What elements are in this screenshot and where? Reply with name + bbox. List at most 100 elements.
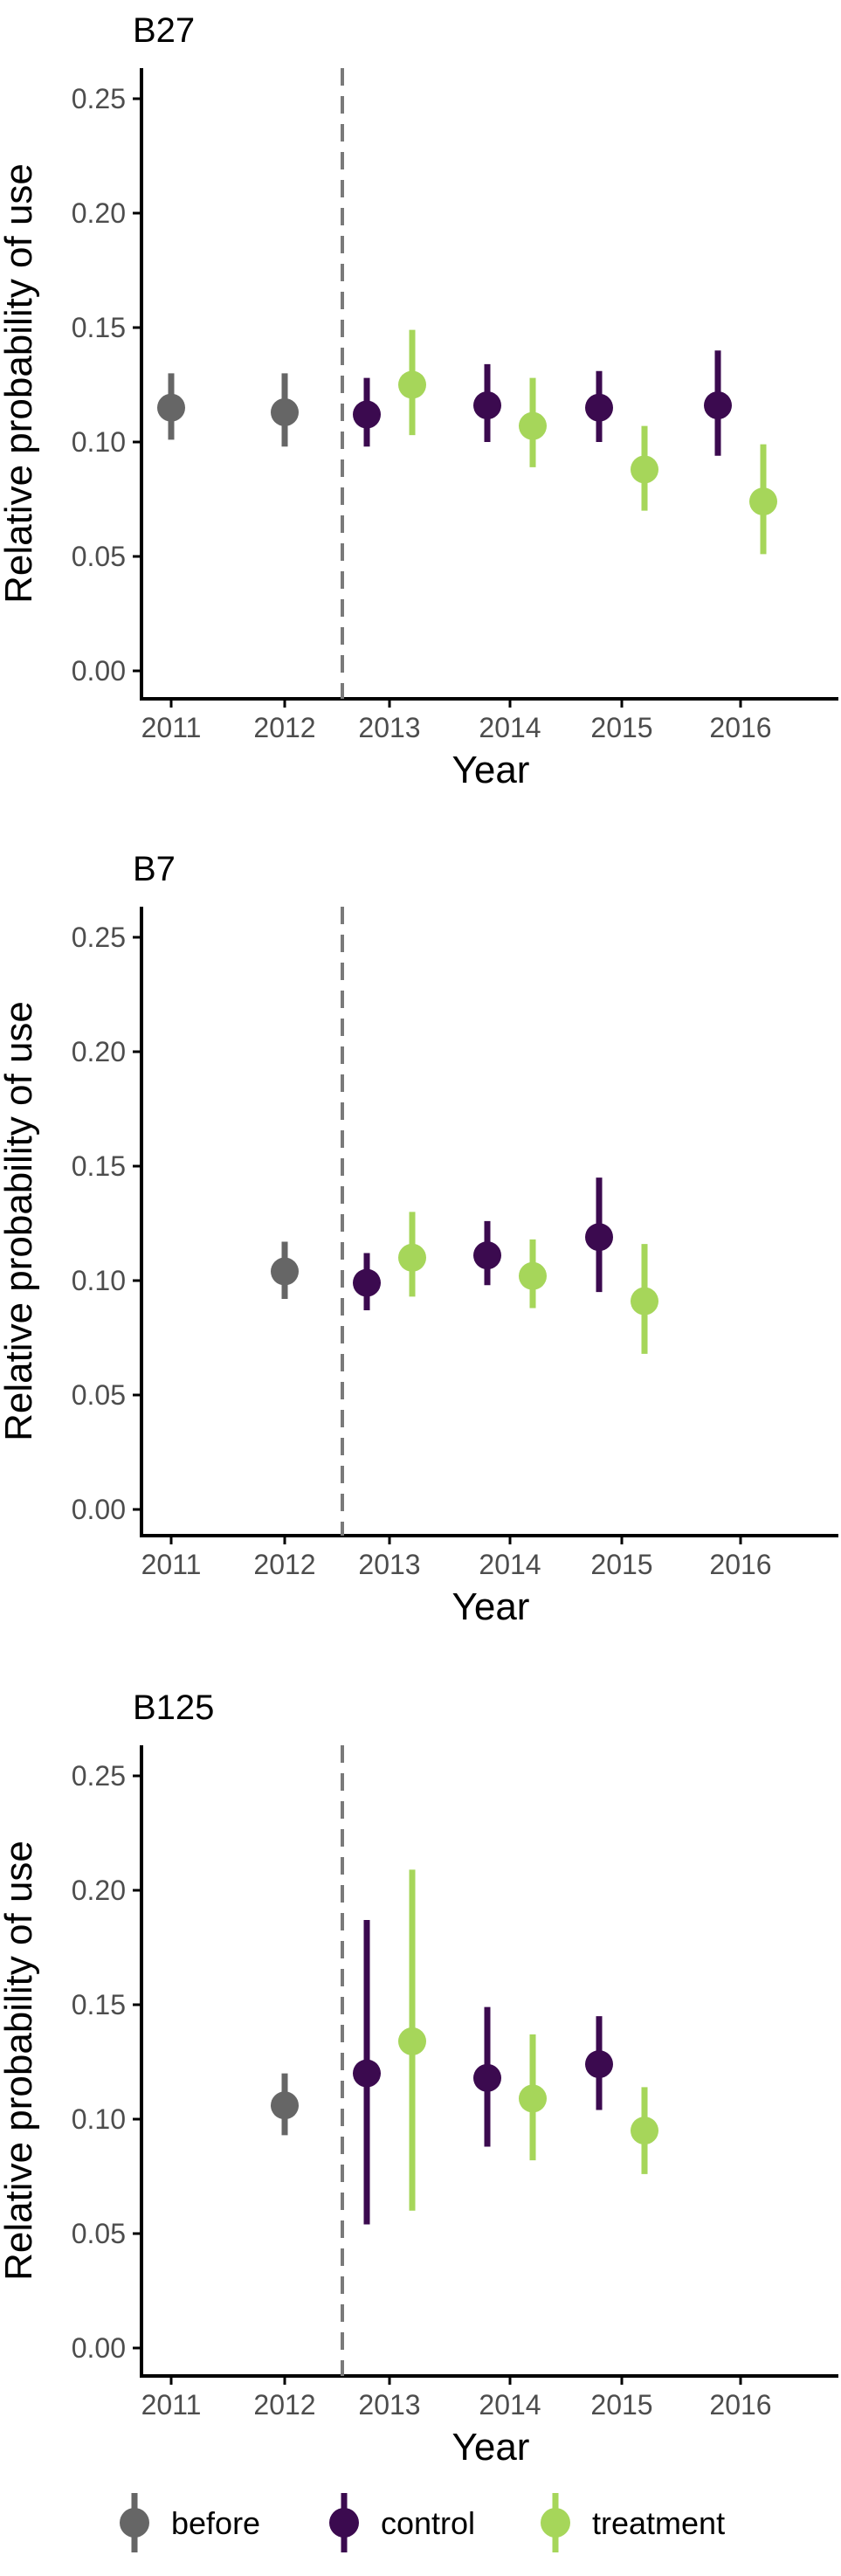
estimate-point bbox=[519, 411, 547, 440]
panel-title: B125 bbox=[133, 1689, 214, 1727]
y-tick-label: 0.05 bbox=[72, 541, 126, 572]
legend-label: control bbox=[381, 2505, 475, 2541]
point-treatment-2013 bbox=[398, 1869, 426, 2211]
y-tick-label: 0.25 bbox=[72, 922, 126, 953]
y-tick-label: 0.20 bbox=[72, 1036, 126, 1067]
x-tick-label: 2014 bbox=[479, 712, 541, 743]
x-axis-title: Year bbox=[452, 2426, 530, 2469]
estimate-point bbox=[473, 391, 501, 420]
point-control-2015 bbox=[585, 1178, 613, 1293]
point-control-2014 bbox=[473, 1220, 501, 1286]
x-tick-label: 2011 bbox=[141, 712, 202, 743]
estimate-point bbox=[585, 393, 613, 422]
point-treatment-2013 bbox=[398, 1212, 426, 1297]
y-tick-label: 0.10 bbox=[72, 1265, 126, 1296]
legend-label: treatment bbox=[592, 2505, 725, 2541]
x-tick-label: 2013 bbox=[358, 1549, 420, 1580]
y-tick-label: 0.15 bbox=[72, 1989, 126, 2020]
panel-title: B27 bbox=[133, 11, 195, 50]
panel-B7: B7 0.00 0.05 0.10 0.15 0.20 0.25 2011 2012 2013 20… bbox=[0, 850, 838, 1628]
y-axis-title: Relative probability of use bbox=[0, 1001, 40, 1441]
point-treatment-2014 bbox=[519, 377, 547, 467]
y-axis-title: Relative probability of use bbox=[0, 1840, 40, 2281]
estimate-point bbox=[271, 397, 299, 426]
y-tick-label: 0.25 bbox=[72, 1760, 126, 1792]
point-treatment-2014 bbox=[519, 2034, 547, 2161]
estimate-point bbox=[271, 2091, 299, 2120]
estimate-point bbox=[473, 2063, 501, 2092]
point-control-2013 bbox=[353, 1253, 381, 1311]
point-control-2016 bbox=[704, 350, 732, 456]
legend-key-dot bbox=[329, 2508, 359, 2538]
estimate-point bbox=[631, 2117, 658, 2145]
estimate-point bbox=[398, 370, 426, 399]
estimate-point bbox=[271, 1257, 299, 1286]
point-treatment-2016 bbox=[749, 444, 777, 555]
y-tick-label: 0.00 bbox=[72, 1494, 126, 1525]
estimate-point bbox=[704, 391, 732, 420]
x-tick-label: 2012 bbox=[253, 1549, 315, 1580]
estimate-point bbox=[473, 1241, 501, 1270]
point-treatment-2015 bbox=[631, 1244, 658, 1354]
estimate-point bbox=[157, 393, 185, 422]
legend-item-treatment: treatment bbox=[541, 2493, 725, 2552]
point-control-2014 bbox=[473, 363, 501, 442]
point-before-2012 bbox=[271, 373, 299, 447]
x-tick-label: 2012 bbox=[253, 2389, 315, 2421]
x-tick-label: 2014 bbox=[479, 2389, 541, 2421]
y-tick-label: 0.05 bbox=[72, 1379, 126, 1411]
estimate-point bbox=[519, 1261, 547, 1290]
x-tick-label: 2013 bbox=[358, 712, 420, 743]
legend-key-dot bbox=[120, 2508, 149, 2538]
estimate-point bbox=[353, 1268, 381, 1297]
point-treatment-2015 bbox=[631, 2087, 658, 2174]
estimate-point bbox=[353, 400, 381, 429]
x-tick-label: 2014 bbox=[479, 1549, 541, 1580]
panel-B27: B27 0.00 0.05 0.10 0.15 0.20 0.25 2011 2012 2013 2… bbox=[0, 11, 838, 791]
panel-B125: B125 0.00 0.05 0.10 0.15 0.20 0.25 2011 2012 2013… bbox=[0, 1689, 838, 2469]
x-tick-label: 2015 bbox=[590, 2389, 652, 2421]
legend-label: before bbox=[171, 2505, 260, 2541]
y-tick-label: 0.15 bbox=[72, 1150, 126, 1182]
estimate-point bbox=[631, 455, 658, 484]
legend-item-before: before bbox=[120, 2493, 260, 2552]
estimate-point bbox=[353, 2059, 381, 2088]
y-tick-label: 0.15 bbox=[72, 312, 126, 343]
point-treatment-2013 bbox=[398, 329, 426, 436]
x-axis-title: Year bbox=[452, 1585, 530, 1628]
y-tick-label: 0.25 bbox=[72, 83, 126, 114]
estimate-point bbox=[749, 487, 777, 516]
point-control-2013 bbox=[353, 1920, 381, 2225]
y-tick-label: 0.05 bbox=[72, 2218, 126, 2249]
estimate-point bbox=[398, 1243, 426, 1272]
legend-item-control: control bbox=[329, 2493, 475, 2552]
point-before-2012 bbox=[271, 2073, 299, 2136]
estimate-point bbox=[398, 2027, 426, 2055]
point-control-2015 bbox=[585, 370, 613, 442]
x-tick-label: 2012 bbox=[253, 712, 315, 743]
y-tick-label: 0.10 bbox=[72, 426, 126, 458]
y-tick-label: 0.20 bbox=[72, 197, 126, 229]
x-axis-title: Year bbox=[452, 749, 530, 791]
x-tick-label: 2011 bbox=[141, 2389, 202, 2421]
x-tick-label: 2011 bbox=[141, 1549, 202, 1580]
y-tick-label: 0.00 bbox=[72, 655, 126, 687]
panel-title: B7 bbox=[133, 850, 176, 888]
x-tick-label: 2016 bbox=[709, 712, 771, 743]
legend: before control treatment bbox=[120, 2493, 725, 2552]
point-treatment-2014 bbox=[519, 1239, 547, 1309]
y-tick-label: 0.10 bbox=[72, 2103, 126, 2135]
point-control-2013 bbox=[353, 377, 381, 447]
x-tick-label: 2016 bbox=[709, 1549, 771, 1580]
y-tick-label: 0.00 bbox=[72, 2332, 126, 2364]
x-tick-label: 2015 bbox=[590, 712, 652, 743]
estimate-point bbox=[585, 1223, 613, 1252]
legend-key-dot bbox=[541, 2508, 570, 2538]
point-control-2015 bbox=[585, 2016, 613, 2110]
estimate-point bbox=[519, 2084, 547, 2113]
y-axis-title: Relative probability of use bbox=[0, 163, 40, 604]
point-control-2014 bbox=[473, 2006, 501, 2147]
point-before-2011 bbox=[157, 373, 185, 440]
x-tick-label: 2013 bbox=[358, 2389, 420, 2421]
